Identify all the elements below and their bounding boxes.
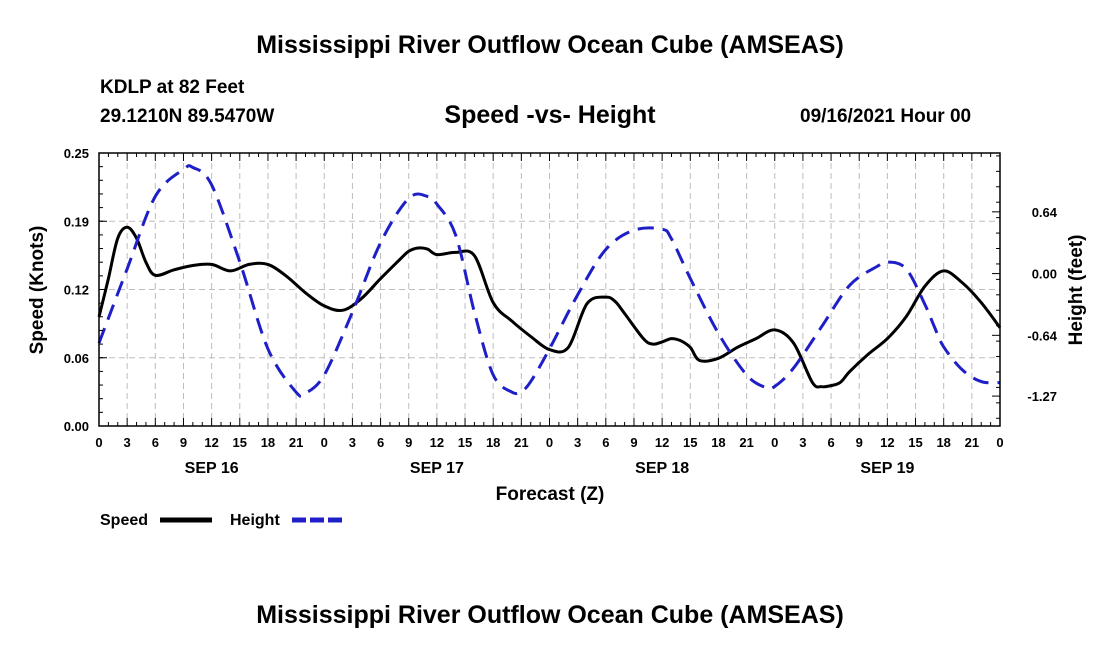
x-tick-label: 6 xyxy=(152,435,159,450)
series-speed-line xyxy=(97,225,1002,389)
y-left-tick-label: 0.25 xyxy=(64,146,89,161)
x-tick-label: 18 xyxy=(711,435,725,450)
x-tick-label: 21 xyxy=(289,435,303,450)
x-tick-label: 6 xyxy=(377,435,384,450)
x-tick-label: 21 xyxy=(739,435,753,450)
x-tick-label: 15 xyxy=(458,435,472,450)
y-axis-left-title: Speed (Knots) xyxy=(27,226,48,355)
y-right-tick-label: -1.27 xyxy=(1027,389,1057,404)
x-tick-label: 6 xyxy=(827,435,834,450)
y-left-tick-label: 0.06 xyxy=(64,351,89,366)
x-tick-label: 3 xyxy=(574,435,581,450)
legend-label-speed: Speed xyxy=(100,512,148,529)
x-tick-label: 12 xyxy=(880,435,894,450)
x-tick-label: 9 xyxy=(856,435,863,450)
x-tick-label: 0 xyxy=(95,435,102,450)
axis-ticks xyxy=(98,152,1001,427)
y-left-tick-label: 0.12 xyxy=(64,283,89,298)
chart-subtitle: Speed -vs- Height xyxy=(444,101,656,129)
y-axis-right-title: Height (feet) xyxy=(1066,235,1087,346)
station-label: KDLP at 82 Feet xyxy=(100,77,245,98)
x-tick-label: 0 xyxy=(771,435,778,450)
series-height-line xyxy=(97,164,1001,399)
legend-label-height: Height xyxy=(230,512,280,529)
x-tick-label: 12 xyxy=(430,435,444,450)
x-tick-label: 12 xyxy=(204,435,218,450)
x-date-label: SEP 18 xyxy=(635,460,689,477)
x-tick-label: 21 xyxy=(514,435,528,450)
x-tick-label: 18 xyxy=(261,435,275,450)
x-tick-label: 9 xyxy=(180,435,187,450)
x-tick-label: 18 xyxy=(936,435,950,450)
x-date-label: SEP 17 xyxy=(410,460,464,477)
x-tick-label: 3 xyxy=(124,435,131,450)
x-tick-label: 6 xyxy=(602,435,609,450)
x-tick-label: 15 xyxy=(233,435,247,450)
x-tick-label: 21 xyxy=(965,435,979,450)
grid-lines xyxy=(99,153,1000,426)
run-time: 09/16/2021 Hour 00 xyxy=(800,106,972,127)
station-coordinates: 29.1210N 89.5470W xyxy=(100,106,275,127)
x-date-label: SEP 19 xyxy=(860,460,914,477)
x-tick-label: 18 xyxy=(486,435,500,450)
x-tick-label: 15 xyxy=(908,435,922,450)
x-tick-label: 0 xyxy=(996,435,1003,450)
y-right-tick-label: 0.00 xyxy=(1032,267,1057,282)
series-lines xyxy=(97,164,1002,399)
legend: Speed Height xyxy=(100,512,344,529)
x-tick-label: 0 xyxy=(546,435,553,450)
x-tick-label: 15 xyxy=(683,435,697,450)
y-left-tick-label: 0.19 xyxy=(64,214,89,229)
y-left-tick-label: 0.00 xyxy=(64,419,89,434)
x-tick-label: 0 xyxy=(321,435,328,450)
x-axis-title: Forecast (Z) xyxy=(496,484,605,505)
y-right-tick-label: 0.64 xyxy=(1032,205,1058,220)
footer-title: Mississippi River Outflow Ocean Cube (AM… xyxy=(256,601,844,629)
x-tick-label: 3 xyxy=(799,435,806,450)
x-tick-label: 9 xyxy=(630,435,637,450)
x-tick-label: 9 xyxy=(405,435,412,450)
y-right-tick-label: -0.64 xyxy=(1027,328,1057,343)
x-tick-label: 12 xyxy=(655,435,669,450)
x-date-label: SEP 16 xyxy=(185,460,239,477)
x-tick-label: 3 xyxy=(349,435,356,450)
axis-labels: 0 3 6 9 12 15 18 21 0 3 6 9 12 15 18 21 0 3 6 9 12 15 18 21 0 3 6 9… xyxy=(64,146,1058,477)
chart-title: Mississippi River Outflow Ocean Cube (AM… xyxy=(256,31,844,59)
